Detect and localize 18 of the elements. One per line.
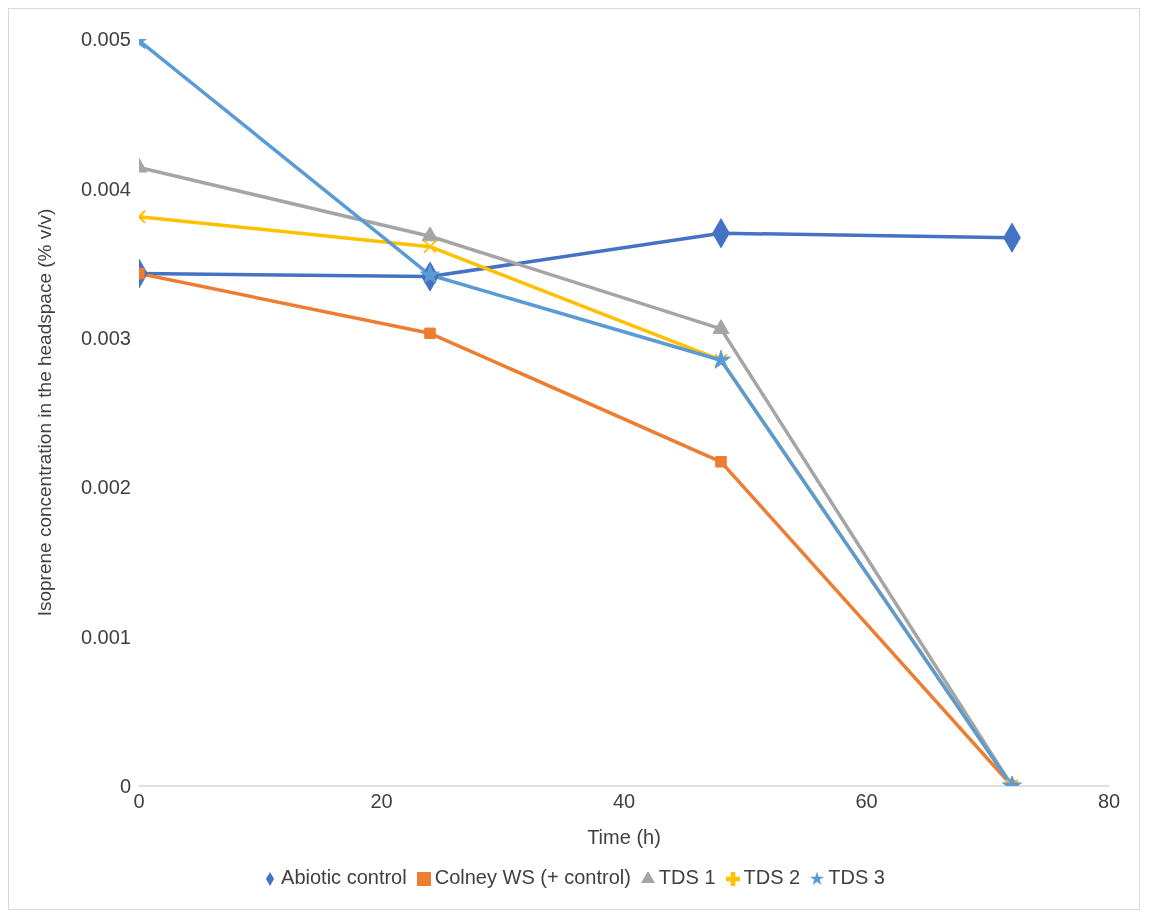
x-tick-label: 40 — [612, 790, 636, 813]
x-tick-label: 80 — [1097, 790, 1121, 813]
legend-label: TDS 3 — [828, 866, 885, 888]
x-tick-label: 60 — [855, 790, 878, 813]
y-tick-label: 0.004 — [80, 177, 131, 200]
x-tick-label: 0 — [133, 790, 145, 813]
legend-label: Abiotic control — [281, 866, 407, 888]
y-tick-label: 0.002 — [80, 476, 131, 499]
y-tick-label: 0 — [119, 775, 131, 798]
y-axis-title: Isoprene concentration in the headspace (% v/v) — [33, 208, 55, 617]
x-axis-title: Time (h) — [587, 826, 661, 848]
x-tick-label: 20 — [370, 790, 393, 813]
legend-label: TDS 2 — [743, 866, 801, 888]
legend-label: TDS 1 — [658, 866, 716, 888]
y-tick-label: 0.003 — [80, 326, 131, 349]
y-tick-label: 0.001 — [80, 625, 131, 648]
y-tick-label: 0.005 — [80, 28, 131, 51]
legend-label: Colney WS (+ control) — [434, 866, 631, 888]
